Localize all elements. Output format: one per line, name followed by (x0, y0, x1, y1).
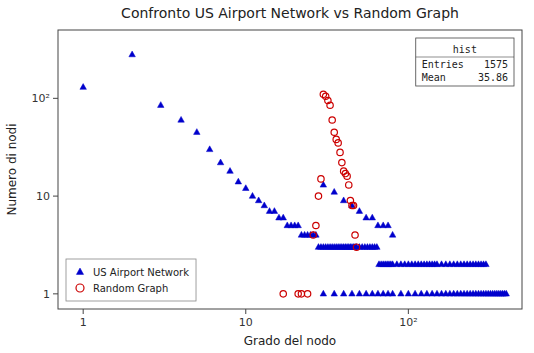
circle-point (335, 140, 341, 146)
triangle-point (374, 244, 380, 250)
y-tick (53, 196, 58, 197)
circle-point (352, 232, 358, 238)
triangle-point (389, 290, 395, 296)
triangle-point (295, 222, 301, 228)
triangle-point (280, 214, 286, 220)
stats-divider (416, 57, 514, 58)
triangle-point (340, 197, 346, 203)
circle-point (310, 232, 316, 238)
triangle-point (363, 214, 369, 220)
x-tick-label: 10 (239, 316, 253, 329)
circle-point (329, 117, 335, 123)
series-2 (280, 91, 360, 297)
x-tick (83, 309, 84, 314)
circle-point (280, 291, 286, 297)
series-1 (320, 290, 509, 296)
triangle-point (369, 290, 375, 296)
legend-label: Random Graph (93, 283, 168, 294)
triangle-point (261, 202, 267, 208)
y-tick-label: 10 (36, 190, 50, 203)
circle-point (344, 173, 350, 179)
circle-point (313, 222, 319, 228)
plot-frame (58, 30, 522, 309)
circle-point (346, 182, 352, 188)
x-tick-label: 10² (399, 316, 417, 329)
circle-point (304, 291, 310, 297)
y-tick (53, 98, 58, 99)
y-tick-label: 1 (43, 288, 50, 301)
legend-label: US Airport Network (93, 267, 189, 278)
triangle-point (363, 290, 369, 296)
legend-box (66, 259, 196, 301)
triangle-point (503, 290, 509, 296)
legend-marker (76, 284, 84, 292)
triangle-point (412, 290, 418, 296)
triangle-point (249, 192, 255, 198)
circle-point (327, 102, 333, 108)
triangle-point (320, 290, 326, 296)
triangle-point (356, 290, 362, 296)
triangle-point (178, 116, 184, 122)
triangle-point (405, 290, 411, 296)
triangle-point (206, 146, 212, 152)
circle-point (331, 129, 337, 135)
triangle-point (217, 159, 223, 165)
x-tick-label: 1 (80, 316, 87, 329)
triangle-point (385, 222, 391, 228)
y-axis-label: Numero di nodi (5, 123, 19, 215)
circle-point (353, 244, 359, 250)
legend: US Airport Network Random Graph (66, 259, 196, 301)
triangle-point (129, 51, 135, 57)
circle-point (318, 176, 324, 182)
circle-point (350, 202, 356, 208)
triangle-point (255, 197, 261, 203)
circle-point (298, 291, 304, 297)
x-tick (408, 309, 409, 314)
triangle-point (158, 102, 164, 108)
y-tick-label: 10² (32, 92, 50, 105)
triangle-point (340, 290, 346, 296)
triangle-point (235, 178, 241, 184)
triangle-point (418, 290, 424, 296)
triangle-point (398, 290, 404, 296)
stats-value: 35.86 (478, 72, 508, 83)
triangle-point (356, 208, 362, 214)
triangle-point (227, 168, 233, 174)
circle-point (337, 149, 343, 155)
circle-point (315, 193, 321, 199)
triangle-point (349, 290, 355, 296)
triangle-point (389, 231, 395, 237)
stats-frame (416, 38, 514, 86)
stats-label: Mean (422, 72, 446, 83)
stats-value: 1575 (484, 59, 508, 70)
chart: Confronto US Airport Network vs Random G… (0, 0, 534, 353)
legend-marker (76, 268, 83, 274)
triangle-point (369, 214, 375, 220)
stats-box: hist Entries 1575 Mean 35.86 (416, 38, 514, 86)
triangle-point (243, 185, 249, 191)
x-tick (245, 309, 246, 314)
stats-label: Entries (422, 59, 464, 70)
triangle-point (483, 261, 489, 267)
triangle-point (331, 188, 337, 194)
triangle-point (194, 129, 200, 135)
x-axis-label: Grado del nodo (244, 334, 336, 348)
triangle-point (80, 84, 86, 90)
triangle-point (331, 290, 337, 296)
stats-title: hist (453, 44, 477, 55)
y-tick (53, 293, 58, 294)
circle-point (339, 159, 345, 165)
title: Confronto US Airport Network vs Random G… (121, 5, 459, 21)
triangle-point (271, 208, 277, 214)
